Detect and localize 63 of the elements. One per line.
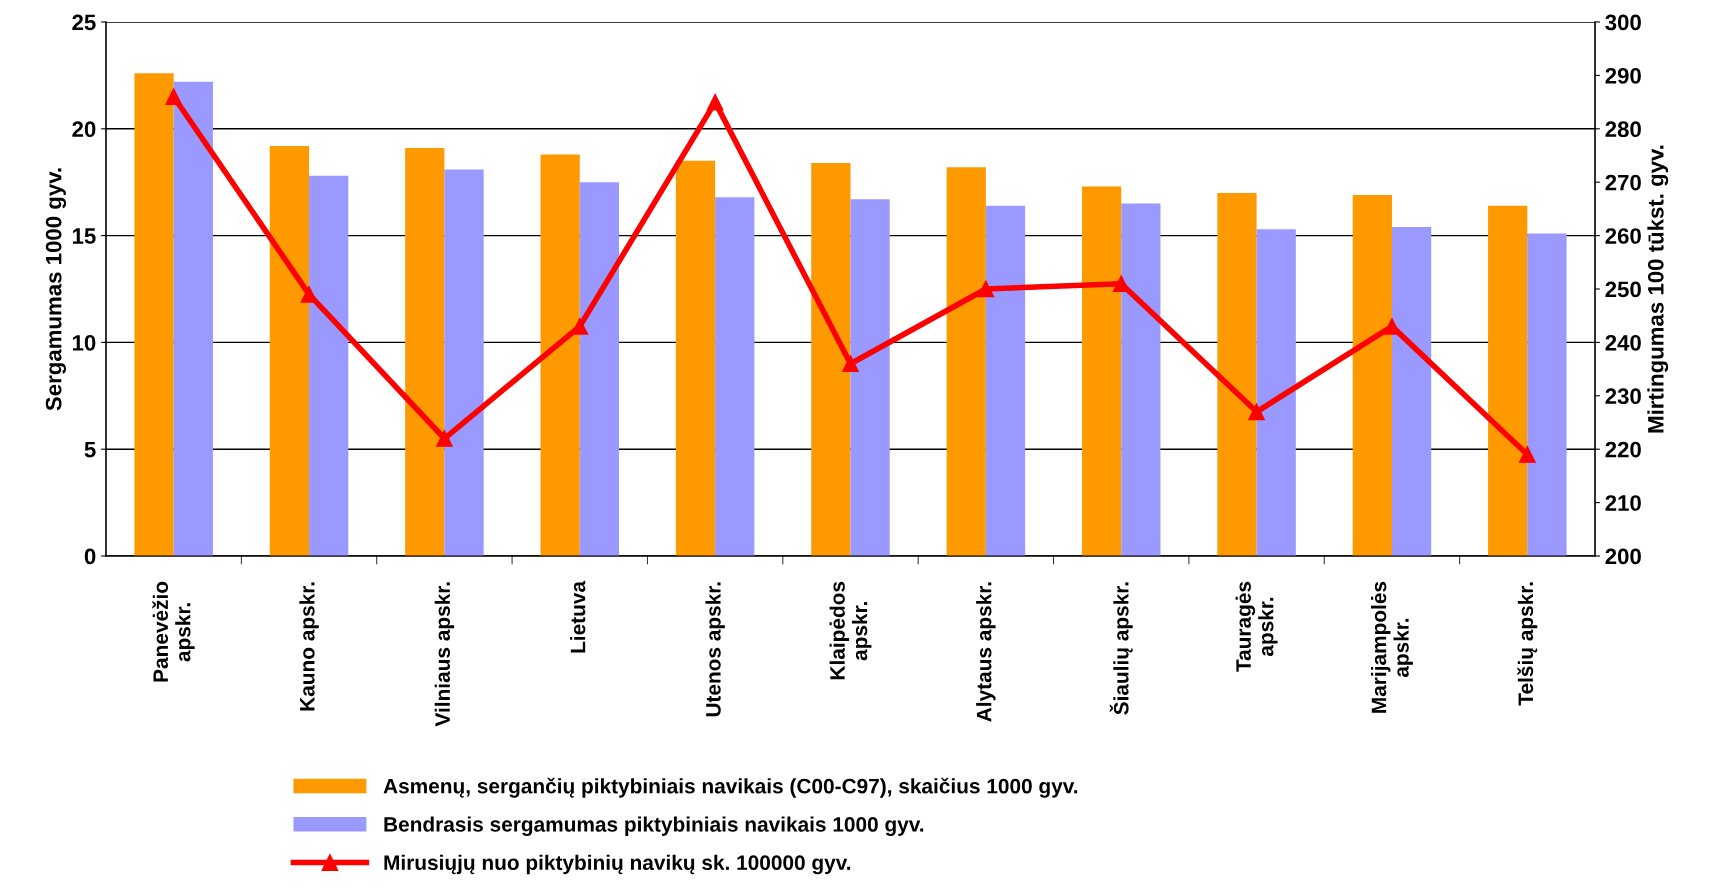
y-tick-label: 20: [72, 121, 96, 138]
y2-axis-title: Mirtingumas 100 tūkst. gyv.: [1647, 145, 1669, 433]
bar: [715, 197, 755, 556]
y2-tick-label: 260: [1605, 228, 1641, 244]
bar: [309, 175, 349, 556]
y2-tick-label: 200: [1605, 548, 1641, 565]
bar: [540, 154, 580, 556]
x-tick-label: Telšių apskr.: [1517, 582, 1538, 706]
bar: [1081, 186, 1122, 556]
y2-tick-label: 230: [1605, 388, 1641, 405]
x-tick-label: Alytaus apskr.: [976, 582, 996, 722]
point: [1248, 403, 1265, 421]
bar: [1217, 192, 1257, 556]
point: [977, 280, 995, 298]
x-tick-label: Šiaulių apskr.: [1109, 582, 1133, 715]
bar: [850, 199, 890, 556]
point: [436, 430, 453, 447]
x-tick-label: Lietuva: [570, 580, 586, 653]
bar: [269, 145, 310, 556]
x-tick-label: Panevėžio apskr.: [152, 581, 195, 682]
bar: [405, 148, 445, 556]
y2-tick-label: 210: [1605, 495, 1641, 511]
x-tick-label: Tauragės apskr.: [1235, 581, 1278, 672]
legend-label: Bendrasis sergamumas piktybiniais navikais 1000 gyv.: [384, 816, 924, 836]
x-tick-label: Vilniaus apskr.: [434, 582, 455, 727]
bar: [444, 169, 484, 556]
y-axis-title: Sergamumas 1000 gyv.: [45, 168, 67, 411]
y-tick-label: 5: [84, 441, 96, 458]
y2-tick-label: 270: [1605, 174, 1641, 191]
y2-tick-label: 280: [1605, 121, 1641, 138]
y-tick-label: 10: [72, 334, 96, 351]
point: [1518, 446, 1536, 463]
point: [842, 355, 859, 373]
y2-tick-label: 220: [1605, 441, 1641, 458]
bar: [579, 182, 620, 556]
y2-tick-label: 300: [1605, 14, 1641, 31]
bar: [675, 160, 716, 556]
x-tick-label: Klaipėdos apskr.: [829, 581, 872, 680]
bar: [1352, 195, 1392, 556]
bar: [1527, 233, 1567, 556]
x-tick-label: Marijampolės apskr.: [1371, 581, 1413, 713]
y2-tick-label: 240: [1605, 334, 1641, 351]
y-tick-label: 0: [84, 548, 96, 565]
bar: [811, 162, 851, 556]
y-tick-label: 25: [72, 14, 96, 31]
point: [165, 88, 183, 106]
legend-label: Mirusiųjų nuo piktybinių navikų sk. 100000 gyv.: [384, 854, 851, 875]
bar: [173, 81, 213, 556]
bar: [1391, 227, 1432, 556]
bar: [946, 167, 986, 556]
y-tick-label: 15: [72, 228, 96, 244]
bar: [134, 73, 174, 556]
legend-label: Asmenų, sergančių piktybiniais navikais (C00-C97), skaičius 1000 gyv.: [383, 777, 1078, 798]
bar: [1488, 205, 1528, 556]
bar: [1121, 203, 1161, 556]
y2-tick-label: 290: [1605, 67, 1641, 84]
point: [706, 93, 724, 111]
x-tick-label: Kauno apskr.: [299, 582, 319, 711]
point: [300, 286, 318, 303]
bar: [985, 205, 1026, 556]
bar: [1256, 229, 1296, 556]
y2-tick-label: 250: [1605, 281, 1641, 298]
x-tick-label: Utenos apskr.: [705, 582, 725, 717]
